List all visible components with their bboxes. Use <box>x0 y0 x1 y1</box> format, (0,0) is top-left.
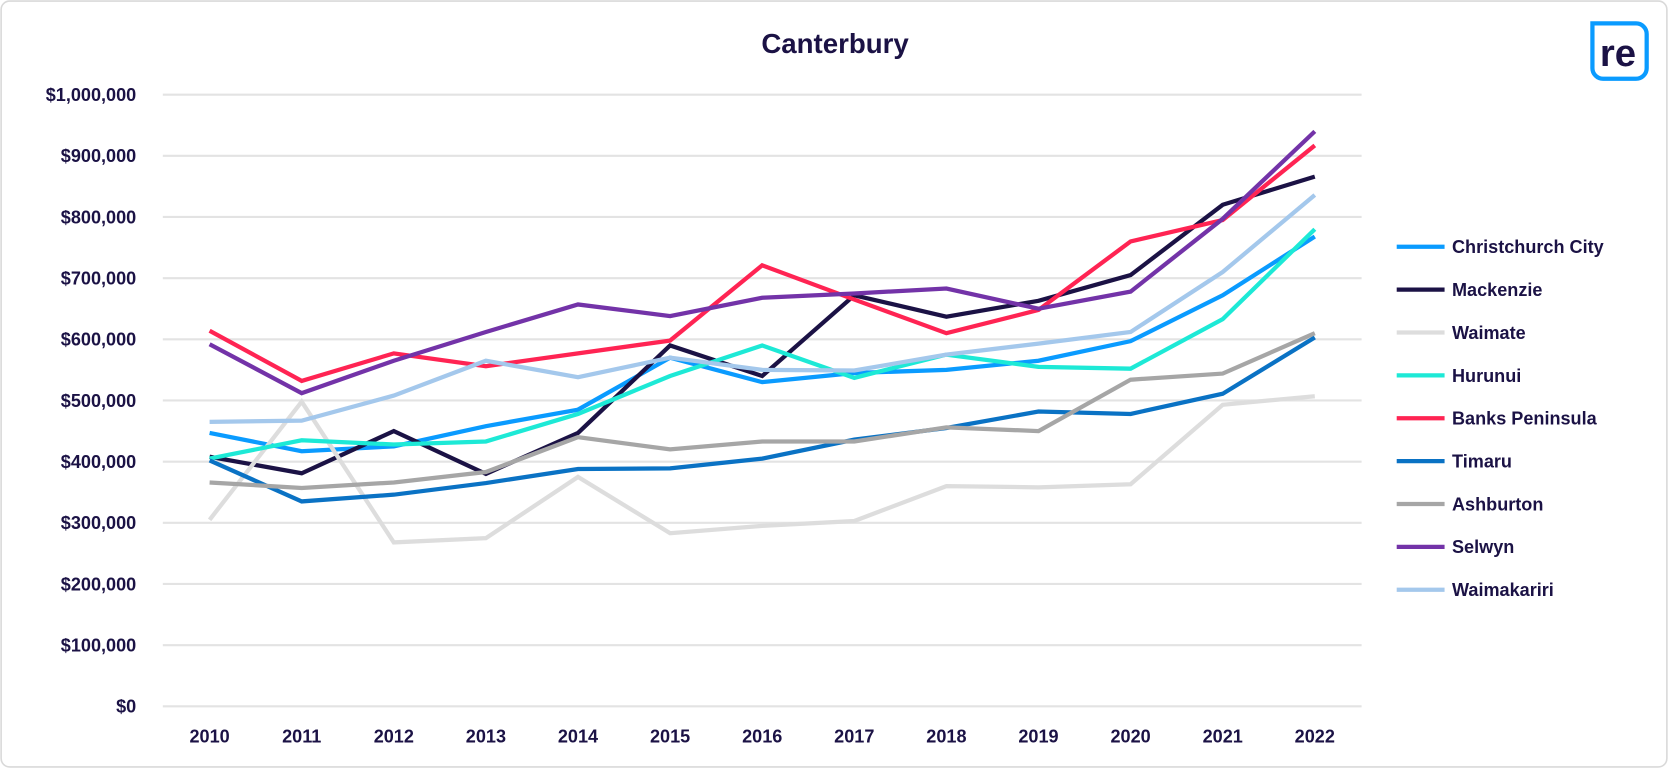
legend-item: Mackenzie <box>1396 280 1542 300</box>
legend-item: Waimate <box>1396 323 1526 343</box>
series-line-ashburton <box>209 331 1316 491</box>
y-tick-label: $100,000 <box>61 636 136 656</box>
legend-label: Selwyn <box>1452 537 1514 557</box>
x-tick-label: 2015 <box>650 726 690 746</box>
legend-label: Ashburton <box>1452 494 1543 514</box>
series-line-hurunui <box>209 227 1317 461</box>
logo-text: re <box>1600 32 1636 75</box>
series-line-mackenzie <box>209 174 1316 477</box>
legend-label: Christchurch City <box>1452 237 1604 257</box>
x-tick-label: 2013 <box>466 726 506 746</box>
x-tick-label: 2020 <box>1110 726 1150 746</box>
legend-label: Timaru <box>1452 452 1512 472</box>
x-tick-label: 2011 <box>282 726 321 746</box>
series-line-banks-peninsula <box>208 143 1317 384</box>
series-line-selwyn <box>208 129 1317 396</box>
series-line-waimakariri <box>209 193 1317 425</box>
legend-label: Waimate <box>1452 323 1526 343</box>
x-tick-label: 2010 <box>189 726 229 746</box>
series-line-timaru <box>208 335 1316 504</box>
legend-label: Mackenzie <box>1452 280 1542 300</box>
legend-item: Hurunui <box>1396 366 1521 386</box>
series-line-waimate <box>207 394 1315 545</box>
legend-item: Banks Peninsula <box>1396 409 1598 429</box>
y-tick-label: $0 <box>116 697 136 717</box>
legend-item: Ashburton <box>1396 494 1543 514</box>
x-tick-label: 2012 <box>374 726 414 746</box>
y-tick-label: $500,000 <box>61 391 136 411</box>
legend-item: Christchurch City <box>1396 237 1604 257</box>
y-tick-label: $400,000 <box>61 452 136 472</box>
y-tick-label: $700,000 <box>61 269 136 289</box>
legend-label: Waimakariri <box>1452 580 1554 600</box>
legend-item: Timaru <box>1396 452 1512 472</box>
x-tick-label: 2016 <box>742 726 782 746</box>
y-tick-label: $300,000 <box>61 513 136 533</box>
legend-label: Banks Peninsula <box>1452 409 1598 429</box>
legend-item: Waimakariri <box>1396 580 1554 600</box>
legend-label: Hurunui <box>1452 366 1521 386</box>
logo: re <box>1590 21 1649 81</box>
x-tick-label: 2018 <box>926 726 966 746</box>
y-tick-label: $600,000 <box>61 330 136 350</box>
x-tick-label: 2019 <box>1018 726 1058 746</box>
legend-item: Selwyn <box>1396 537 1514 557</box>
y-tick-label: $1,000,000 <box>46 85 136 105</box>
y-tick-label: $900,000 <box>61 146 136 166</box>
y-tick-label: $200,000 <box>61 574 136 594</box>
x-tick-label: 2014 <box>558 726 598 746</box>
x-tick-label: 2017 <box>834 726 874 746</box>
x-tick-label: 2021 <box>1203 726 1243 746</box>
y-tick-label: $800,000 <box>61 207 136 227</box>
chart-title: Canterbury <box>761 28 909 59</box>
x-tick-label: 2022 <box>1295 726 1335 746</box>
